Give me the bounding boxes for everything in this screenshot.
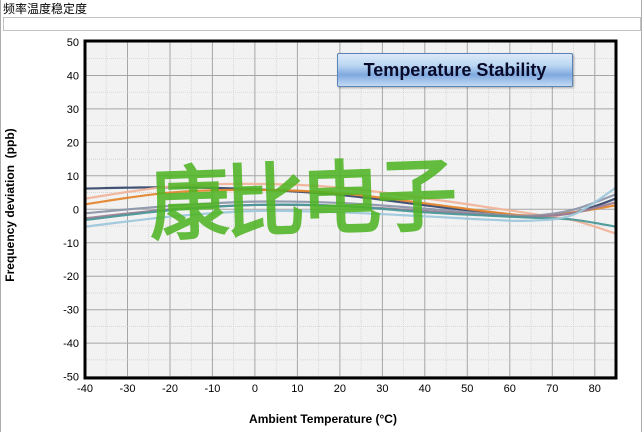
svg-text:-40: -40 <box>77 383 93 395</box>
svg-text:80: 80 <box>589 383 601 395</box>
svg-text:30: 30 <box>376 383 388 395</box>
svg-text:-20: -20 <box>63 271 79 283</box>
svg-text:40: 40 <box>67 71 79 83</box>
svg-text:-50: -50 <box>63 372 79 384</box>
svg-text:70: 70 <box>546 383 558 395</box>
svg-text:50: 50 <box>67 37 79 49</box>
svg-text:-20: -20 <box>162 383 178 395</box>
svg-text:-30: -30 <box>120 383 136 395</box>
svg-text:10: 10 <box>67 171 79 183</box>
svg-text:20: 20 <box>334 383 346 395</box>
svg-text:康比电子: 康比电子 <box>148 151 457 251</box>
svg-text:50: 50 <box>461 383 473 395</box>
svg-text:60: 60 <box>504 383 516 395</box>
svg-text:20: 20 <box>67 137 79 149</box>
svg-text:10: 10 <box>291 383 303 395</box>
svg-text:-30: -30 <box>63 305 79 317</box>
svg-text:0: 0 <box>252 383 258 395</box>
svg-text:40: 40 <box>419 383 431 395</box>
svg-text:0: 0 <box>73 204 79 216</box>
svg-text:-10: -10 <box>204 383 220 395</box>
svg-text:-40: -40 <box>63 338 79 350</box>
svg-text:-10: -10 <box>63 238 79 250</box>
svg-text:30: 30 <box>67 104 79 116</box>
